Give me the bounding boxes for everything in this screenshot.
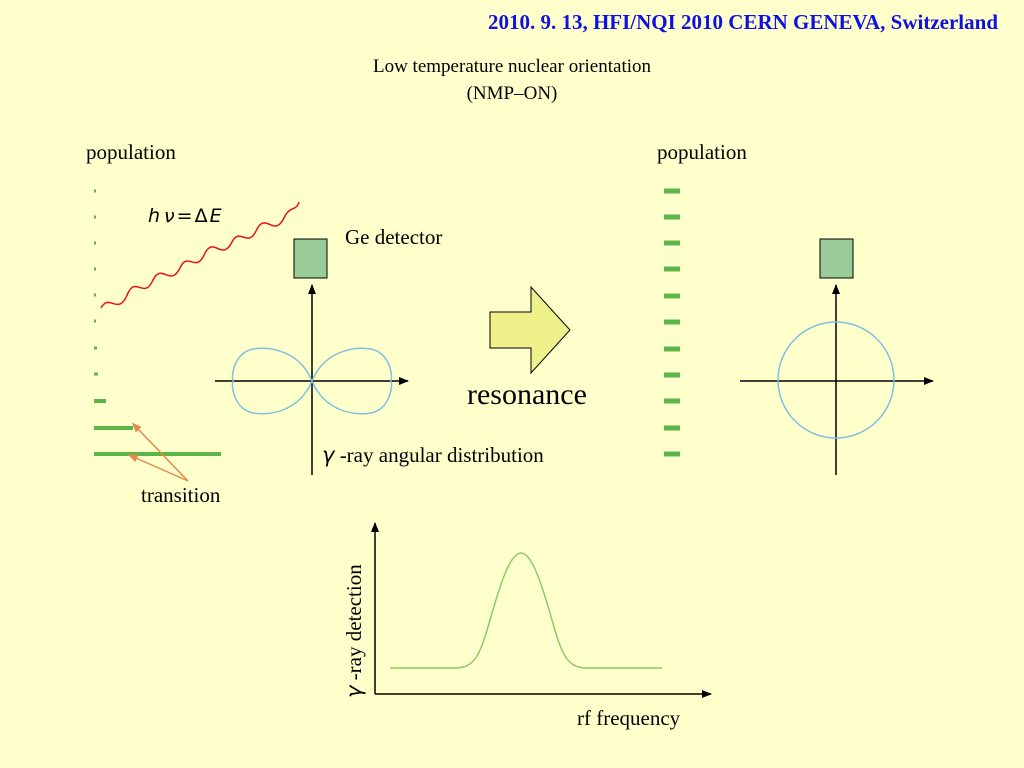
transition-pointer-lower — [127, 454, 189, 482]
resonance-peak-curve — [390, 552, 662, 669]
photon-energy-label: h ν = Δ E — [148, 205, 222, 227]
ge-detector-label: Ge detector — [345, 225, 443, 249]
angular-distribution-text: -ray angular distribution — [339, 443, 544, 467]
anisotropic-distribution-curve — [231, 347, 393, 415]
resonance-label: resonance — [467, 378, 587, 411]
left-population-label: population — [86, 140, 176, 164]
slide-title-line2: (NMP–ON) — [466, 83, 558, 104]
isotropic-distribution-circle — [777, 321, 895, 439]
transition-label: transition — [141, 483, 221, 507]
angular-distribution-caption: γ -ray angular distribution — [322, 443, 544, 468]
right-ge-detector-icon — [819, 238, 854, 279]
spectrum-x-label: rf frequency — [577, 706, 681, 730]
slide-header: 2010. 9. 13, HFI/NQI 2010 CERN GENEVA, S… — [487, 10, 998, 34]
right-population-levels — [664, 188, 680, 457]
slide-title-line1: Low temperature nuclear orientation — [372, 56, 651, 77]
resonance-arrow-icon — [489, 285, 571, 375]
left-ge-detector-icon — [293, 238, 328, 279]
left-population-levels — [94, 189, 221, 456]
gamma-symbol: γ — [322, 443, 335, 467]
right-population-label: population — [657, 140, 747, 164]
transition-pointer-upper — [131, 422, 189, 482]
photon-wave — [100, 201, 300, 309]
